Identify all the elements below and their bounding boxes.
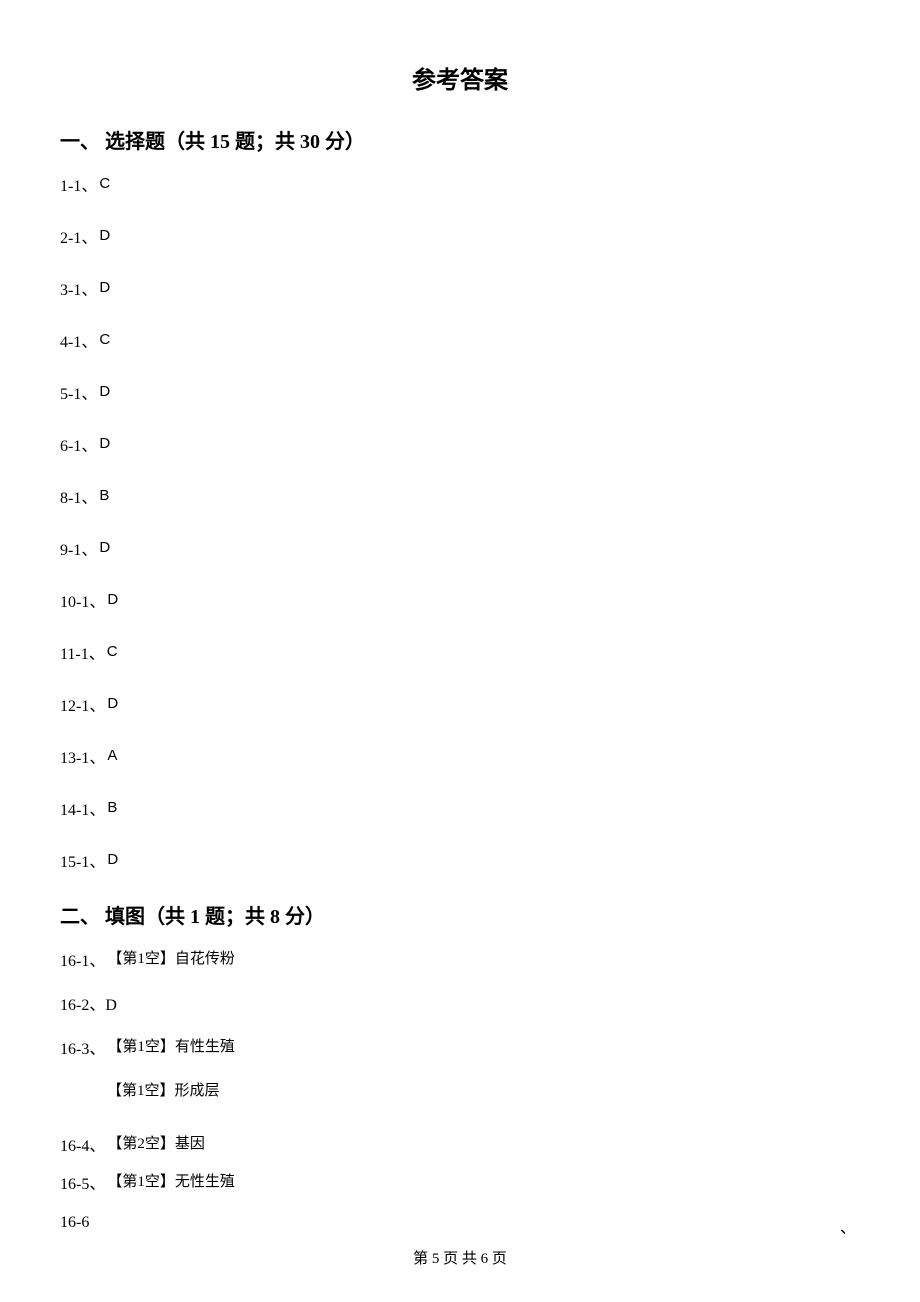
answer-letter: C	[107, 643, 118, 660]
qnum: 16-1、	[60, 947, 105, 971]
qnum: 16-5、	[60, 1170, 105, 1194]
qnum: 11-1、	[60, 640, 105, 664]
answer-10-1: 10-1、D	[60, 588, 860, 612]
answer-16-1: 16-1、【第1空】自花传粉	[60, 947, 860, 971]
answer-content: 【第1空】有性生殖	[107, 1035, 235, 1056]
answer-16-6: 16-6 、	[60, 1214, 860, 1238]
qnum: 8-1、	[60, 484, 97, 508]
section-2-header: 二、 填图（共 1 题；共 8 分）	[60, 900, 860, 929]
answer-letter: D	[99, 227, 110, 244]
answer-letter: B	[99, 487, 109, 504]
qnum: 15-1、	[60, 848, 105, 872]
answer-letter: C	[99, 175, 110, 192]
answer-letter: D	[99, 435, 110, 452]
qnum: 4-1、	[60, 328, 97, 352]
qnum: 3-1、	[60, 276, 97, 300]
qnum: 12-1、	[60, 692, 105, 716]
answer-15-1: 15-1、D	[60, 848, 860, 872]
qnum: 16-4、	[60, 1132, 105, 1156]
answer-16-3-indent: 【第1空】形成层	[107, 1079, 860, 1100]
separator: 、	[840, 1214, 856, 1238]
answer-8-1: 8-1、B	[60, 484, 860, 508]
qnum: 10-1、	[60, 588, 105, 612]
section-1-header: 一、 选择题（共 15 题；共 30 分）	[60, 125, 860, 154]
qnum: 14-1、	[60, 796, 105, 820]
page-footer: 第 5 页 共 6 页	[0, 1247, 920, 1268]
qnum: 16-6	[60, 1214, 89, 1238]
answer-letter: D	[99, 383, 110, 400]
answer-5-1: 5-1、D	[60, 380, 860, 404]
answer-6-1: 6-1、D	[60, 432, 860, 456]
answer-letter: D	[99, 279, 110, 296]
qnum: 9-1、	[60, 536, 97, 560]
qnum: 5-1、	[60, 380, 97, 404]
answer-1-1: 1-1、C	[60, 172, 860, 196]
qnum: 16-3、	[60, 1035, 105, 1059]
qnum: 6-1、	[60, 432, 97, 456]
answer-13-1: 13-1、A	[60, 744, 860, 768]
answer-2-1: 2-1、D	[60, 224, 860, 248]
answer-letter: B	[107, 799, 117, 816]
answer-14-1: 14-1、B	[60, 796, 860, 820]
answer-letter: D	[107, 591, 118, 608]
answer-letter: C	[99, 331, 110, 348]
answer-content: 【第2空】基因	[107, 1132, 205, 1153]
answer-letter: D	[105, 997, 117, 1015]
answer-content: 【第1空】自花传粉	[107, 947, 235, 968]
answer-12-1: 12-1、D	[60, 692, 860, 716]
answer-16-2: 16-2、D	[60, 991, 860, 1015]
answer-9-1: 9-1、D	[60, 536, 860, 560]
answer-16-4: 16-4、【第2空】基因	[60, 1132, 860, 1156]
answer-11-1: 11-1、C	[60, 640, 860, 664]
answer-content: 【第1空】无性生殖	[107, 1170, 235, 1191]
answer-letter: D	[107, 851, 118, 868]
answer-16-3: 16-3、【第1空】有性生殖	[60, 1035, 860, 1059]
qnum: 2-1、	[60, 224, 97, 248]
qnum: 16-2、	[60, 991, 105, 1015]
qnum: 13-1、	[60, 744, 105, 768]
qnum: 1-1、	[60, 172, 97, 196]
answer-3-1: 3-1、D	[60, 276, 860, 300]
answer-letter: D	[107, 695, 118, 712]
answer-letter: A	[107, 747, 117, 764]
answer-16-5: 16-5、【第1空】无性生殖	[60, 1170, 860, 1194]
answer-4-1: 4-1、C	[60, 328, 860, 352]
page-title: 参考答案	[60, 60, 860, 95]
answer-letter: D	[99, 539, 110, 556]
